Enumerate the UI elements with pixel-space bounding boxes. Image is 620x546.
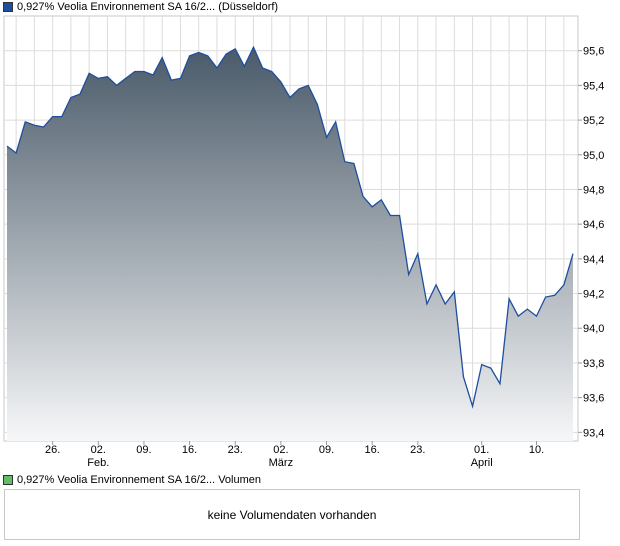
price-legend-label: 0,927% Veolia Environnement SA 16/2... (… <box>17 1 279 13</box>
y-tick-label: 93,8 <box>583 358 604 370</box>
y-tick-label: 95,4 <box>583 80 604 92</box>
x-tick-month-label: März <box>269 457 293 469</box>
area-series <box>6 45 574 441</box>
y-tick-label: 95,6 <box>583 46 604 58</box>
x-tick-month-label: April <box>471 457 493 469</box>
y-tick-label: 93,6 <box>583 393 604 405</box>
y-tick-label: 94,4 <box>583 254 604 266</box>
x-tick-label: 01. <box>474 444 489 456</box>
y-tick-label: 94,0 <box>583 323 604 335</box>
volume-legend-label: 0,927% Veolia Environnement SA 16/2... V… <box>17 474 261 486</box>
price-chart: 93,4 93,6 93,8 94,0 94,2 94,4 94,6 94,8 95,0 95,2… <box>3 15 604 469</box>
x-tick-label: 23. <box>228 444 243 456</box>
price-legend-swatch-icon <box>3 2 13 12</box>
price-area-fill <box>7 47 573 441</box>
volume-legend-swatch-icon <box>3 475 13 485</box>
x-tick-month-label: Feb. <box>87 457 109 469</box>
x-tick-label: 16. <box>365 444 380 456</box>
x-tick-label: 23. <box>410 444 425 456</box>
x-tick-label: 02. <box>91 444 106 456</box>
y-tick-label: 94,2 <box>583 289 604 301</box>
y-tick-label: 93,4 <box>583 427 604 439</box>
price-legend: 0,927% Veolia Environnement SA 16/2... (… <box>3 0 278 14</box>
x-tick-label: 02. <box>273 444 288 456</box>
x-tick-label: 16. <box>182 444 197 456</box>
y-axis-ticks: 93,4 93,6 93,8 94,0 94,2 94,4 94,6 94,8 95,0 95,2… <box>578 46 604 439</box>
x-tick-label: 09. <box>319 444 334 456</box>
volume-panel: keine Volumendaten vorhanden <box>4 489 580 540</box>
price-series-line <box>6 45 574 409</box>
y-tick-label: 94,6 <box>583 219 604 231</box>
y-tick-label: 95,0 <box>583 150 604 162</box>
x-tick-label: 09. <box>136 444 151 456</box>
x-tick-label: 10. <box>529 444 544 456</box>
y-tick-label: 95,2 <box>583 115 604 127</box>
y-tick-label: 94,8 <box>583 184 604 196</box>
volume-legend: 0,927% Veolia Environnement SA 16/2... V… <box>3 473 261 487</box>
x-tick-label: 26. <box>45 444 60 456</box>
volume-empty-message: keine Volumendaten vorhanden <box>207 507 377 522</box>
